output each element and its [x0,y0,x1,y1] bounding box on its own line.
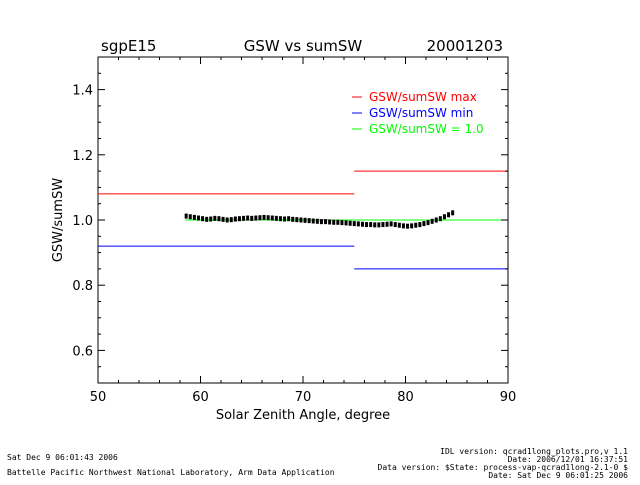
data-point [377,222,381,228]
footer-left-org: Battelle Pacific Northwest National Labo… [7,468,335,477]
data-point [352,221,356,227]
data-point [246,215,250,221]
data-point [385,221,389,227]
data-point [287,216,291,222]
footer-right-line: Date: 2006/12/01 16:37:51 [508,455,629,464]
data-point [242,215,246,221]
reference-lines [98,170,508,270]
data-point [201,216,205,222]
data-point [434,217,438,223]
data-point [237,216,241,222]
data-point [332,219,336,225]
legend-label: GSW/sumSW max [369,90,477,104]
data-point [192,214,196,220]
data-point [451,210,455,216]
data-point [344,220,348,226]
data-points [184,210,455,229]
data-point [397,222,401,228]
data-point [229,217,233,223]
data-point [381,222,385,228]
data-point [389,221,393,227]
data-point [262,214,266,220]
date-label: 20001203 [427,37,503,55]
data-point [406,223,410,229]
data-point [274,215,278,221]
data-point [410,223,414,229]
y-tick-label: 0.6 [72,344,93,359]
data-point [258,215,262,221]
axis-ticks: 50 60 70 80 90 0.6 0.8 1.0 1.2 1.4 [72,56,517,405]
y-axis-label: GSW/sumSW [51,178,66,262]
data-point [340,220,344,226]
data-point [328,219,332,225]
legend-label: GSW/sumSW = 1.0 [369,122,484,136]
x-tick-label: 70 [295,390,312,405]
data-point [295,217,299,223]
data-point [430,218,434,224]
data-point [360,221,364,227]
data-point [307,218,311,224]
data-point [184,213,188,219]
data-point [418,222,422,228]
data-point [283,216,287,222]
data-point [209,216,213,222]
data-point [233,216,237,222]
data-point [348,220,352,226]
data-point [196,215,200,221]
data-point [324,219,328,225]
y-tick-label: 1.2 [72,149,93,164]
data-point [319,219,323,225]
x-tick-label: 50 [90,390,107,405]
data-point [373,222,377,228]
data-point [369,222,373,228]
data-point [414,222,418,228]
data-point [401,223,405,229]
data-point [188,214,192,220]
legend: GSW/sumSW max GSW/sumSW min GSW/sumSW = 1.… [352,90,484,136]
x-tick-label: 90 [500,390,517,405]
x-tick-label: 80 [397,390,414,405]
legend-label: GSW/sumSW min [369,106,473,120]
data-point [270,215,274,221]
data-point [250,215,254,221]
site-label: sgpE15 [101,37,156,55]
data-point [303,217,307,223]
data-point [356,221,360,227]
x-axis-label: Solar Zenith Angle, degree [216,408,390,423]
data-point [221,216,225,222]
data-point [205,216,209,222]
footer-right-line: Data version: $State: process-vap-qcrad1… [378,463,629,472]
x-tick-label: 60 [192,390,209,405]
data-point [438,216,442,222]
data-point [217,216,221,222]
data-point [336,219,340,225]
data-point [266,215,270,221]
data-point [365,222,369,228]
data-point [311,218,315,224]
data-point [426,220,430,226]
data-point [442,214,446,220]
data-point [278,216,282,222]
data-point [254,215,258,221]
data-point [422,221,426,227]
chart-title: GSW vs sumSW [244,37,363,55]
data-point [291,216,295,222]
data-point [447,212,451,218]
data-point [225,217,229,223]
data-point [315,218,319,224]
data-point [393,222,397,228]
footer-right-line: IDL version: qcrad1long_plots.pro,v 1.1 [440,447,628,456]
footer-right-line: Date: Sat Dec 9 06:01:25 2006 [488,471,628,480]
data-point [213,215,217,221]
y-tick-label: 1.4 [72,84,93,99]
footer-left-date: Sat Dec 9 06:01:43 2006 [7,453,118,462]
y-tick-label: 0.8 [72,279,93,294]
y-tick-label: 1.0 [72,214,93,229]
data-point [299,217,303,223]
